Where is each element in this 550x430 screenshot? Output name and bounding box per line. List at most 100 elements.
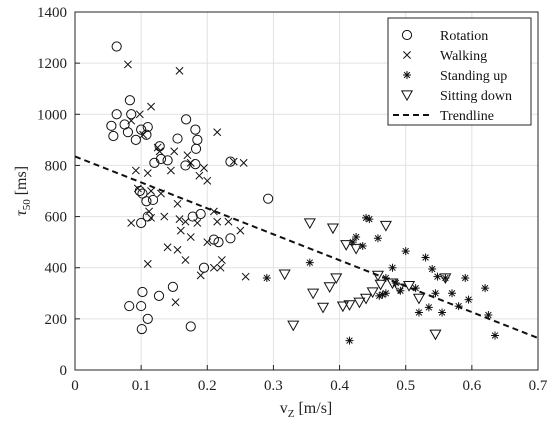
point-rotation — [225, 156, 236, 167]
x-axis-ticks: 0 0.1 0.2 0.3 0.4 0.5 0.6 0.7 — [71, 365, 548, 394]
point-rotation — [195, 208, 206, 220]
legend-label: Walking — [440, 49, 487, 64]
point-rotation — [190, 159, 201, 170]
point-rotation — [167, 281, 178, 292]
point-standing-up — [375, 291, 384, 300]
point-rotation — [136, 217, 147, 229]
point-rotation — [111, 41, 122, 52]
point-rotation — [187, 211, 198, 222]
point-standing-up — [464, 295, 473, 304]
point-sitting-down — [340, 240, 353, 251]
point-walking — [157, 189, 165, 198]
y-tick-label: 1400 — [37, 5, 67, 21]
y-tick-label: 600 — [45, 210, 68, 226]
y-tick-label: 200 — [45, 312, 68, 328]
point-sitting-down — [353, 297, 366, 309]
point-walking — [181, 217, 190, 226]
legend-label: Trendline — [440, 109, 494, 124]
point-rotation — [181, 114, 192, 125]
point-standing-up — [448, 289, 457, 298]
point-rotation — [153, 290, 165, 301]
x-tick-label: 0.5 — [396, 378, 415, 394]
y-axis-label: τ50 [ms] — [13, 166, 33, 216]
point-walking — [127, 219, 136, 227]
point-sitting-down — [316, 302, 330, 314]
point-rotation — [136, 124, 147, 135]
point-rotation — [225, 233, 236, 244]
legend-label: Standing up — [440, 69, 507, 84]
point-rotation — [141, 196, 152, 207]
x-axis-label: vZ [m/s] — [280, 400, 333, 420]
point-standing-up — [414, 308, 423, 317]
point-rotation — [142, 121, 153, 133]
x-axis-label-var: v — [280, 400, 288, 417]
point-sitting-down — [307, 288, 320, 300]
point-sitting-down — [323, 282, 336, 294]
x-tick-label: 0.4 — [330, 378, 349, 394]
point-sitting-down — [393, 283, 406, 295]
legend-swatch-walking — [403, 51, 411, 59]
point-walking — [176, 226, 185, 235]
point-rotation — [122, 127, 134, 138]
x-tick-label: 0.1 — [132, 378, 151, 394]
point-walking — [175, 215, 184, 224]
point-standing-up — [461, 273, 470, 282]
point-standing-up — [381, 289, 390, 298]
point-walking — [153, 143, 162, 152]
point-rotation — [263, 193, 274, 204]
point-standing-up — [365, 215, 374, 224]
point-walking — [171, 298, 180, 307]
point-standing-up — [431, 289, 440, 298]
point-sitting-down — [336, 301, 349, 313]
legend-swatch-standing-up — [403, 71, 411, 79]
point-walking — [195, 171, 204, 180]
point-rotation — [172, 133, 183, 144]
point-walking — [173, 245, 182, 254]
point-rotation — [111, 109, 122, 120]
point-sitting-down — [330, 273, 343, 285]
point-rotation — [213, 237, 224, 248]
y-tick-label: 800 — [45, 158, 68, 174]
point-sitting-down — [371, 270, 384, 282]
point-walking — [147, 102, 156, 111]
point-walking — [216, 263, 225, 272]
point-rotation — [136, 323, 147, 335]
point-standing-up — [378, 290, 387, 299]
legend-swatch-sitting-down — [400, 90, 414, 102]
x-axis-label-sub: Z — [288, 408, 295, 420]
point-walking — [139, 130, 148, 139]
x-tick-label: 0.6 — [462, 378, 481, 394]
point-walking — [203, 176, 212, 185]
point-walking — [186, 158, 195, 167]
point-walking — [155, 147, 164, 156]
point-rotation — [126, 109, 137, 120]
point-rotation — [190, 143, 202, 154]
point-walking — [209, 207, 218, 216]
point-rotation — [147, 194, 159, 206]
point-walking — [193, 219, 202, 227]
x-tick-label: 0.7 — [529, 378, 548, 394]
point-standing-up — [424, 303, 433, 312]
point-standing-up — [345, 336, 354, 345]
point-walking — [145, 207, 154, 216]
legend-label: Rotation — [440, 29, 488, 44]
point-standing-up — [421, 253, 430, 262]
point-walking — [209, 263, 218, 272]
point-walking — [147, 213, 156, 222]
point-standing-up — [441, 273, 450, 282]
point-walking — [166, 166, 175, 175]
point-sitting-down — [326, 223, 340, 235]
point-walking — [236, 226, 245, 235]
point-sitting-down — [374, 279, 387, 291]
point-walking — [196, 271, 205, 280]
point-sitting-down — [278, 269, 291, 281]
point-walking — [213, 128, 222, 137]
point-rotation — [185, 321, 196, 332]
point-rotation — [130, 134, 141, 145]
point-sitting-down — [359, 293, 373, 305]
point-rotation — [155, 153, 167, 165]
x-tick-label: 0 — [71, 378, 79, 394]
point-sitting-down — [386, 278, 399, 290]
point-walking — [143, 169, 152, 178]
